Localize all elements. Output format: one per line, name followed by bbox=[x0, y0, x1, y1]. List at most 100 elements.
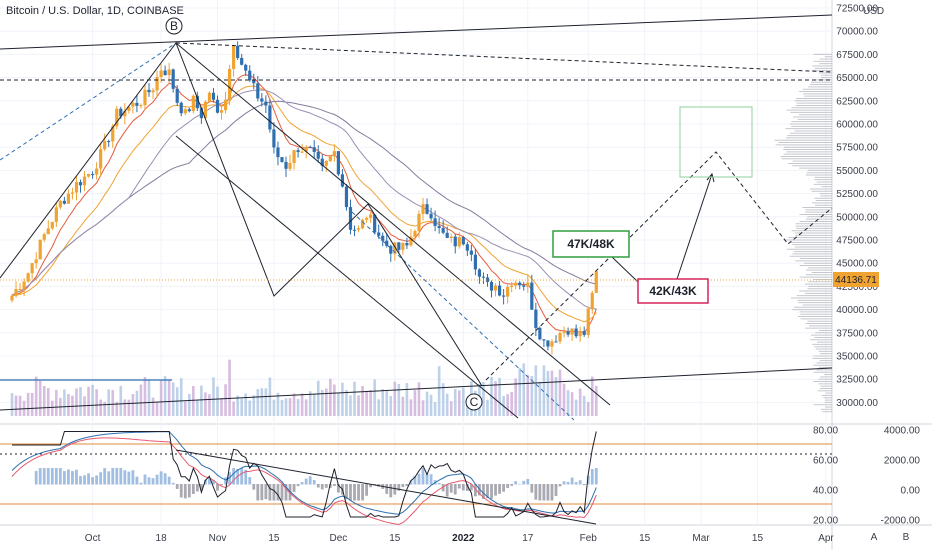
volume-bar bbox=[248, 400, 252, 416]
svg-text:B: B bbox=[170, 19, 178, 33]
volume-bar bbox=[123, 399, 127, 416]
candle-body bbox=[46, 228, 50, 235]
candle-body bbox=[195, 95, 199, 109]
macd-histogram-bar bbox=[457, 484, 461, 489]
bottom-button-a[interactable]: A bbox=[871, 532, 878, 543]
candle-body bbox=[119, 108, 123, 117]
volume-bar bbox=[272, 399, 276, 416]
volume-bar bbox=[445, 393, 449, 416]
volume-bar bbox=[369, 390, 372, 416]
candle-body bbox=[453, 236, 457, 247]
candle-body bbox=[58, 200, 62, 208]
candle-body bbox=[449, 236, 453, 238]
volume-bar bbox=[308, 391, 312, 416]
upper-trendline bbox=[0, 14, 833, 50]
ema-fast-line bbox=[11, 74, 597, 334]
macd-histogram-bar bbox=[574, 482, 578, 485]
bottom-button-b[interactable]: B bbox=[903, 532, 910, 543]
candle-body bbox=[236, 45, 240, 58]
macd-histogram-bar bbox=[397, 484, 401, 491]
macd-histogram-bar bbox=[292, 484, 296, 492]
candle-body bbox=[393, 242, 397, 254]
candle-body bbox=[590, 292, 594, 309]
volume-bar bbox=[373, 379, 376, 416]
candle-body bbox=[127, 106, 131, 111]
macd-histogram-bar bbox=[538, 484, 542, 501]
volume-bar bbox=[300, 393, 304, 416]
macd-histogram-bar bbox=[578, 480, 582, 485]
volume-bar bbox=[42, 386, 46, 416]
macd-histogram-bar bbox=[103, 468, 107, 485]
macd-histogram-bar bbox=[228, 472, 231, 485]
macd-histogram-bar bbox=[328, 484, 332, 488]
candle-body bbox=[115, 108, 119, 127]
macd-histogram-bar bbox=[558, 484, 562, 487]
candle-body bbox=[373, 214, 377, 233]
macd-histogram-bar bbox=[54, 468, 58, 485]
candle-body bbox=[348, 207, 353, 230]
macd-histogram-bar bbox=[175, 484, 179, 489]
macd-histogram-bar bbox=[429, 474, 433, 485]
macd-histogram-bar bbox=[514, 481, 518, 485]
price-tick-label: 35000.00 bbox=[836, 352, 878, 363]
candle-body bbox=[574, 328, 578, 337]
macd-histogram-bar bbox=[107, 471, 111, 485]
candle-body bbox=[409, 236, 413, 246]
volume-bar bbox=[385, 391, 389, 416]
macd-histogram-bar bbox=[469, 484, 473, 491]
candle-body bbox=[389, 245, 393, 254]
candle-body bbox=[328, 156, 332, 161]
candle-body bbox=[50, 221, 54, 229]
macd-histogram-bar bbox=[393, 484, 397, 495]
macd-histogram-bar bbox=[95, 475, 99, 485]
volume-bar bbox=[542, 365, 546, 416]
macd-histogram-bar bbox=[272, 484, 276, 501]
volume-bar bbox=[566, 390, 570, 416]
volume-bar bbox=[429, 394, 433, 416]
blue-dashed-down bbox=[351, 211, 575, 421]
macd-histogram-bar bbox=[155, 474, 159, 485]
candle-body bbox=[522, 285, 526, 287]
candle-body bbox=[272, 129, 276, 148]
candle-body bbox=[211, 92, 216, 100]
price-tick-label: 42500.00 bbox=[836, 282, 878, 293]
candle-body bbox=[123, 110, 127, 117]
volume-bar bbox=[482, 382, 485, 416]
time-tick-label: Mar bbox=[692, 533, 710, 544]
volume-bar bbox=[325, 388, 328, 416]
macd-histogram-bar bbox=[58, 468, 62, 485]
volume-bar bbox=[462, 387, 465, 416]
candle-body bbox=[433, 218, 437, 226]
candle-body bbox=[397, 242, 401, 250]
target-box-42k[interactable]: 42K/43K bbox=[637, 278, 709, 304]
candle-body bbox=[514, 282, 518, 286]
volume-bar bbox=[55, 389, 58, 416]
sma-mid-line bbox=[11, 89, 597, 310]
macd-tick-label: 4000.00 bbox=[884, 426, 921, 437]
macd-histogram-bar bbox=[264, 484, 268, 500]
target-box-47k[interactable]: 47K/48K bbox=[552, 230, 630, 258]
candle-body bbox=[413, 230, 417, 237]
volume-bar bbox=[320, 390, 324, 416]
time-tick-label: Dec bbox=[329, 533, 347, 544]
macd-histogram-bar bbox=[62, 471, 66, 485]
candle-body bbox=[86, 174, 91, 177]
volume-bar bbox=[574, 399, 578, 416]
candle-body bbox=[457, 237, 461, 247]
price-tick-label: 60000.00 bbox=[836, 120, 878, 131]
volume-bar bbox=[409, 399, 413, 416]
candle-body bbox=[54, 207, 58, 222]
time-tick-label: 18 bbox=[156, 533, 168, 544]
candle-body bbox=[18, 289, 22, 291]
macd-histogram-bar bbox=[212, 479, 215, 485]
volume-bar bbox=[18, 395, 22, 416]
macd-histogram-bar bbox=[143, 474, 147, 485]
macd-histogram-bar bbox=[494, 484, 497, 496]
volume-bar bbox=[510, 391, 513, 416]
candle-body bbox=[143, 89, 147, 106]
macd-histogram-bar bbox=[566, 481, 570, 485]
oscillator-tick-label: 80.00 bbox=[813, 426, 838, 437]
candle-body bbox=[268, 105, 272, 130]
candle-body bbox=[534, 309, 538, 328]
